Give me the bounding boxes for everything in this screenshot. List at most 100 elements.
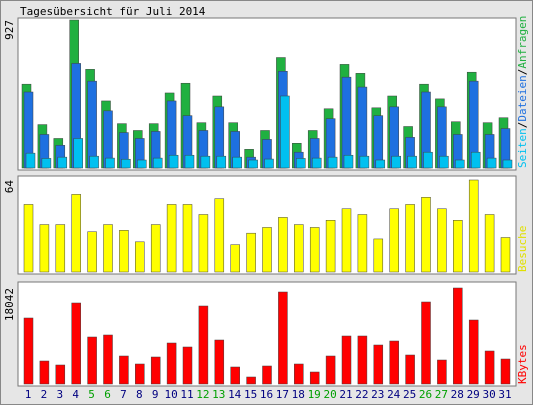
bar [294, 224, 304, 273]
x-tick-label: 27 [435, 388, 448, 401]
x-tick-label: 14 [228, 388, 242, 401]
x-tick-label: 1 [25, 388, 32, 401]
x-tick-label: 19 [308, 388, 321, 401]
bar [296, 158, 306, 169]
bar [89, 155, 99, 169]
bar [357, 86, 368, 169]
x-tick-label: 20 [323, 388, 336, 401]
bar [232, 156, 242, 169]
bar [135, 241, 145, 273]
x-tick-label: 22 [355, 388, 368, 401]
bar [103, 334, 113, 385]
bar [230, 366, 240, 385]
bar [405, 204, 415, 273]
bar [87, 336, 97, 385]
bar [325, 355, 336, 385]
x-tick-label: 23 [371, 388, 384, 401]
bar [373, 238, 384, 273]
bar [389, 340, 399, 385]
bar [23, 317, 34, 385]
x-tick-label: 21 [339, 388, 352, 401]
bar [184, 154, 195, 169]
legend-entry: Seiten [516, 128, 529, 168]
x-tick-label: 9 [152, 388, 159, 401]
x-tick-label: 29 [467, 388, 480, 401]
y-tick-label: 64 [3, 180, 16, 194]
x-tick-label: 17 [276, 388, 289, 401]
bar [437, 359, 447, 385]
bar [468, 179, 479, 273]
bar [55, 224, 66, 273]
bar [405, 354, 415, 385]
bar [325, 220, 336, 273]
bar [421, 301, 431, 385]
bar [484, 350, 495, 385]
bar [166, 204, 177, 273]
bar [468, 319, 479, 385]
bar [407, 155, 417, 169]
bar [437, 208, 447, 273]
bar [359, 155, 370, 169]
x-tick-label: 16 [260, 388, 273, 401]
bar [470, 151, 481, 169]
bar [39, 224, 50, 273]
legend: Seiten/Dateien/Anfragen [516, 16, 529, 168]
bar [137, 159, 147, 169]
bar [87, 231, 97, 273]
bar [248, 159, 258, 169]
bar [500, 237, 511, 273]
bar [294, 363, 304, 385]
bar [309, 371, 320, 385]
x-tick-label: 26 [419, 388, 432, 401]
bar [200, 155, 211, 169]
bar [121, 158, 131, 169]
bar [71, 302, 81, 385]
bar [500, 358, 511, 385]
bar [73, 138, 83, 169]
bar [168, 154, 179, 169]
bar [87, 80, 97, 169]
bar [373, 344, 384, 385]
x-tick-label: 6 [104, 388, 111, 401]
bar [455, 159, 465, 169]
legend: Besuche [516, 226, 529, 272]
legend-separator: / [516, 122, 529, 129]
x-tick-label: 31 [498, 388, 511, 401]
legend: KBytes [516, 344, 529, 384]
bar [391, 155, 401, 169]
bar [341, 335, 352, 385]
bar [214, 339, 225, 385]
x-tick-label: 28 [451, 388, 464, 401]
bar [341, 76, 352, 169]
bar [453, 220, 463, 273]
bar [23, 204, 34, 273]
bar [262, 227, 272, 273]
x-tick-label: 10 [164, 388, 177, 401]
bar [341, 208, 352, 273]
bar [166, 342, 177, 385]
bar [246, 376, 256, 385]
bar [246, 232, 256, 273]
bar [327, 156, 338, 169]
bar [25, 152, 36, 169]
y-tick-label: 927 [3, 20, 16, 40]
bar [119, 230, 129, 273]
bar [119, 355, 129, 385]
bar [214, 198, 225, 273]
bar [41, 158, 52, 169]
bar [262, 365, 272, 385]
x-tick-label: 8 [136, 388, 143, 401]
bar [357, 335, 368, 385]
x-tick-label: 4 [72, 388, 79, 401]
x-tick-label: 5 [88, 388, 95, 401]
x-tick-label: 18 [292, 388, 305, 401]
bar [182, 204, 193, 273]
bar [152, 157, 163, 169]
x-tick-label: 30 [482, 388, 495, 401]
x-tick-label: 11 [180, 388, 193, 401]
bar [103, 224, 113, 273]
bar [357, 214, 368, 273]
bar [264, 158, 274, 169]
bar [309, 227, 320, 273]
bar [71, 194, 81, 273]
